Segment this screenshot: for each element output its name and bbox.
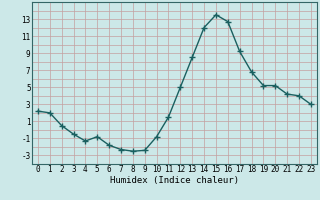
X-axis label: Humidex (Indice chaleur): Humidex (Indice chaleur) bbox=[110, 176, 239, 185]
